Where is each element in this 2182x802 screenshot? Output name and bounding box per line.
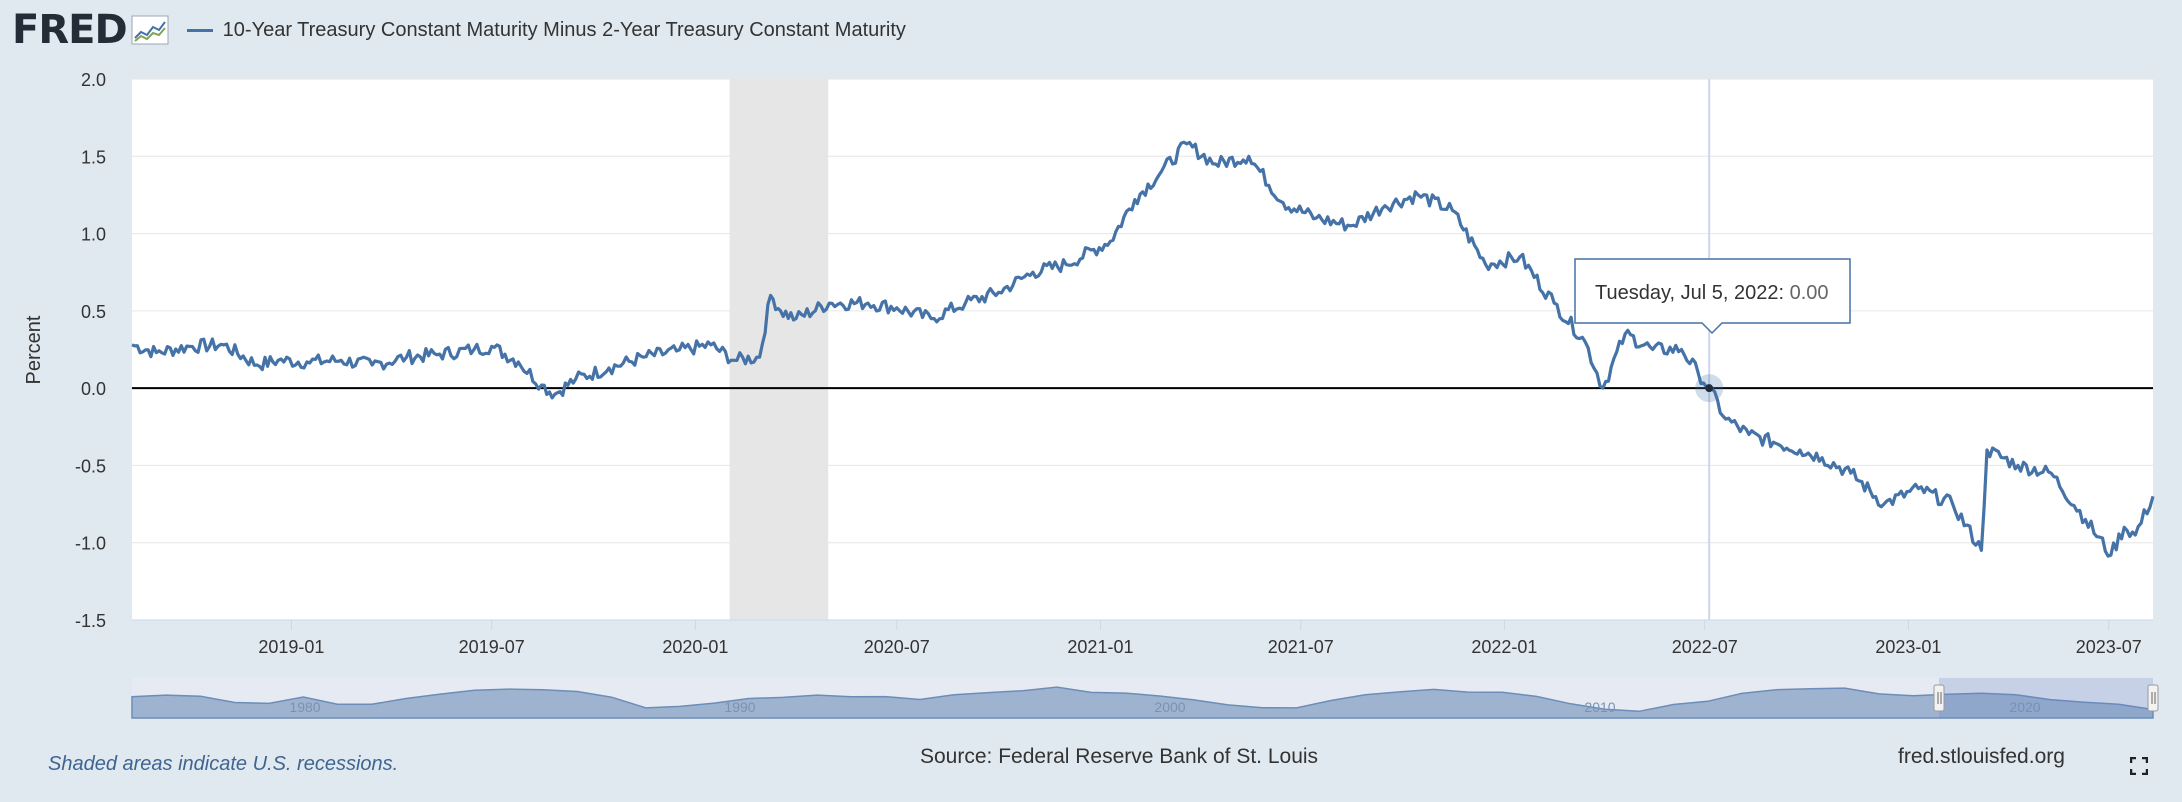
series-layer [131,140,2155,558]
x-tick-label: 2019-01 [258,637,324,657]
recession-note: Shaded areas indicate U.S. recessions. [48,753,399,775]
fred-graph-icon [131,15,169,45]
fred-logo[interactable]: FRED [12,7,128,53]
navigator-area [131,686,2154,719]
navigator-label: 2010 [1584,699,1615,715]
navigator-label: 2000 [1154,699,1185,715]
y-axis-label: Percent [23,315,45,384]
fullscreen-icon-corners [2130,757,2148,775]
x-tick-label: 2021-07 [1268,637,1334,657]
navigator-label: 1980 [289,699,320,715]
fred-graph-icon-line-2 [134,27,166,42]
y-tick-label: 0.5 [81,302,106,322]
y-tick-label: -1.5 [75,611,106,631]
navigator-selected-range[interactable] [1939,678,2153,718]
legend-line [186,28,213,32]
y-tick-label: 2.0 [81,70,106,90]
x-tick-label: 2022-01 [1471,637,1537,657]
navigator-label: 1990 [724,699,755,715]
y-tick-label: -0.5 [75,456,106,476]
tooltip-box [1574,258,1851,335]
fullscreen-icon[interactable] [2130,757,2148,775]
tooltip: Tuesday, Jul 5, 2022: 0.00 [1574,258,1851,335]
x-tick-label: 2022-07 [1672,637,1738,657]
navigator-label: 2020 [2009,699,2040,715]
y-tick-label: 1.0 [81,225,106,245]
tooltip-text: Tuesday, Jul 5, 2022: 0.00 [1595,282,1829,304]
series-title[interactable]: 10-Year Treasury Constant Maturity Minus… [222,18,906,41]
chart-header: FRED 10-Year Treasury Constant Maturity … [12,7,906,53]
tooltip-date: Tuesday, Jul 5, 2022 [1595,282,1778,304]
navigator-left-handle[interactable] [1933,684,1945,712]
x-tick-label: 2020-01 [662,637,728,657]
fred-graph-icon-line-1 [133,21,166,39]
hover-point [1705,384,1714,393]
x-tick-label: 2020-07 [864,637,930,657]
tooltip-value: 0.00 [1790,282,1829,304]
y-tick-label: 0.0 [81,379,106,399]
recession-band [729,79,829,620]
navigator[interactable]: 1980 1990 2000 2010 2020 [131,678,2159,719]
site-link[interactable]: fred.stlouisfed.org [1898,745,2065,768]
navigator-labels: 1980 1990 2000 2010 2020 [289,699,2040,715]
navigator-right-handle[interactable] [2147,684,2159,712]
recession-layer [729,79,829,620]
x-axis: 2019-01 2019-07 2020-01 2020-07 2021-01 2021-… [132,619,2153,657]
y-tick-label: -1.0 [75,534,106,554]
y-tick-label: 1.5 [81,147,106,167]
plot-area [132,79,2153,620]
y-axis: 2.0 1.5 1.0 0.5 0.0 -0.5 -1.0 -1.5 [75,70,106,631]
series-line [131,140,2155,558]
x-tick-label: 2023-07 [2076,637,2142,657]
x-tick-label: 2023-01 [1875,637,1941,657]
x-tick-label: 2021-01 [1067,637,1133,657]
source-text: Source: Federal Reserve Bank of St. Loui… [920,745,1319,768]
x-tick-label: 2019-07 [459,637,525,657]
tooltip-sep: : [1778,282,1789,304]
